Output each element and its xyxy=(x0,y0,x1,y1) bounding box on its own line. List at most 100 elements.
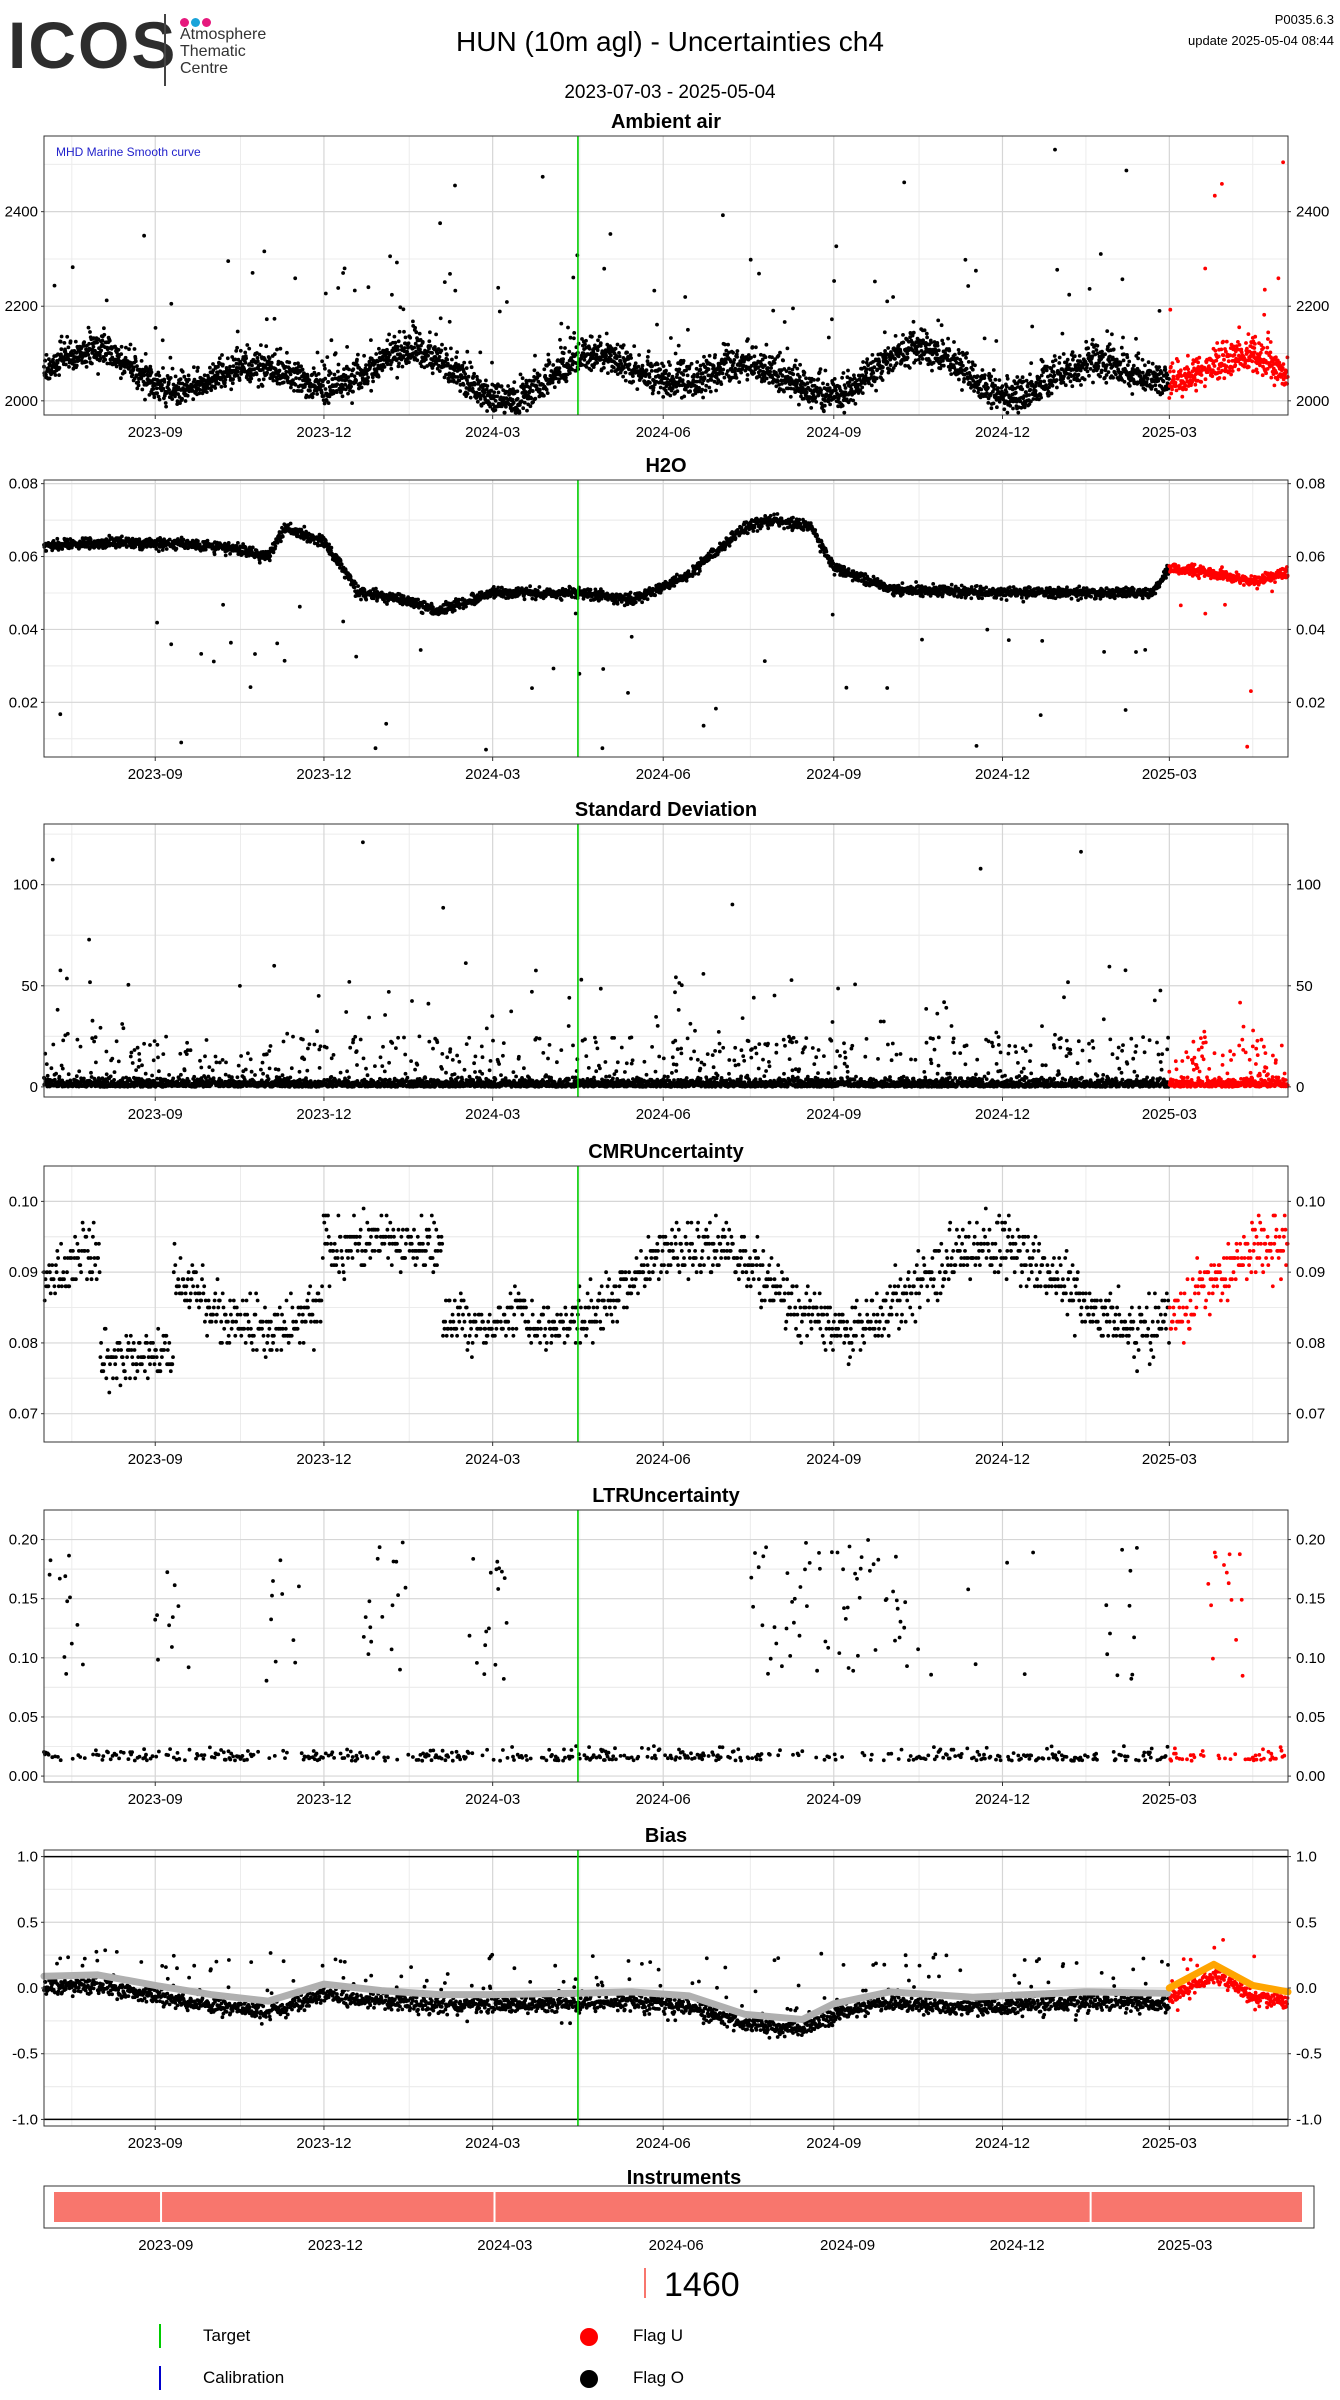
data-point xyxy=(891,295,895,299)
data-point xyxy=(518,372,523,377)
data-point xyxy=(1254,367,1259,372)
data-point xyxy=(1255,370,1260,375)
data-point xyxy=(147,393,152,397)
data-point xyxy=(326,380,331,384)
data-point xyxy=(1143,387,1148,392)
data-point xyxy=(924,331,929,336)
data-point xyxy=(278,346,283,351)
data-point xyxy=(911,330,916,335)
data-point xyxy=(689,361,694,366)
y-tick-label-right: 2200 xyxy=(1296,298,1329,315)
data-point xyxy=(1244,341,1248,345)
data-point xyxy=(609,353,613,358)
data-point xyxy=(1236,367,1241,372)
data-point xyxy=(754,345,758,350)
data-point xyxy=(731,350,735,355)
data-point xyxy=(1144,380,1149,385)
data-point xyxy=(137,367,142,372)
data-point xyxy=(860,391,865,395)
data-point xyxy=(1052,354,1057,358)
data-point xyxy=(321,383,325,388)
data-point xyxy=(598,341,603,345)
data-point xyxy=(285,375,290,380)
data-point xyxy=(1281,362,1286,366)
data-point xyxy=(1262,312,1267,317)
data-point xyxy=(395,375,400,380)
data-point xyxy=(661,395,666,399)
data-point xyxy=(1237,325,1242,330)
data-point xyxy=(1272,383,1277,388)
data-point xyxy=(1253,342,1257,346)
data-point xyxy=(319,391,324,395)
data-point xyxy=(273,544,278,549)
data-point xyxy=(397,361,401,366)
data-point xyxy=(1084,339,1089,344)
data-point xyxy=(706,367,711,372)
data-point xyxy=(721,213,725,218)
data-point xyxy=(434,361,439,366)
data-point xyxy=(1168,369,1172,374)
y-tick-label-left: 2400 xyxy=(5,204,38,221)
data-point xyxy=(235,373,240,378)
data-point xyxy=(103,357,108,362)
data-point xyxy=(174,546,179,551)
data-point xyxy=(141,379,146,384)
data-point xyxy=(197,391,202,396)
data-point xyxy=(823,368,828,373)
data-point xyxy=(1086,346,1090,351)
data-point xyxy=(530,389,535,393)
data-point xyxy=(130,372,135,377)
data-point xyxy=(1130,392,1135,396)
data-point xyxy=(819,388,823,393)
data-point xyxy=(566,325,570,330)
data-point xyxy=(143,397,147,402)
data-point xyxy=(349,384,353,389)
data-point xyxy=(880,378,885,382)
data-point xyxy=(308,388,312,393)
data-point xyxy=(1057,361,1062,365)
data-point xyxy=(322,363,327,368)
data-point xyxy=(472,382,477,387)
data-point xyxy=(886,346,891,350)
data-point xyxy=(988,378,993,382)
data-point xyxy=(874,376,879,381)
data-point xyxy=(392,334,397,339)
data-point xyxy=(1258,350,1263,355)
data-point xyxy=(451,372,456,376)
data-point xyxy=(532,368,537,373)
data-point xyxy=(1096,364,1101,369)
data-point xyxy=(515,389,520,394)
data-point xyxy=(267,356,272,361)
data-point xyxy=(272,316,277,321)
data-point xyxy=(211,659,216,664)
data-point xyxy=(1127,384,1132,388)
data-point xyxy=(288,372,293,377)
data-point xyxy=(1215,341,1220,345)
data-point xyxy=(145,367,150,371)
data-point xyxy=(1124,168,1129,173)
data-point xyxy=(1196,360,1200,365)
data-point xyxy=(563,346,567,350)
data-point xyxy=(936,318,941,323)
data-point xyxy=(90,351,95,355)
data-point xyxy=(160,338,165,343)
data-point xyxy=(323,291,328,296)
data-point xyxy=(120,534,124,539)
data-point xyxy=(1281,160,1285,165)
data-point xyxy=(1044,368,1049,373)
data-point xyxy=(949,372,954,376)
data-point xyxy=(156,394,161,399)
data-point xyxy=(688,389,692,394)
data-point xyxy=(1098,252,1103,256)
data-point xyxy=(658,385,663,390)
data-point xyxy=(213,386,218,390)
data-point xyxy=(986,401,991,405)
data-point xyxy=(222,380,227,385)
data-point xyxy=(450,357,454,362)
data-point xyxy=(204,390,209,394)
x-tick-label: 2024-03 xyxy=(465,424,520,441)
data-point xyxy=(625,350,629,355)
data-point xyxy=(871,371,876,375)
